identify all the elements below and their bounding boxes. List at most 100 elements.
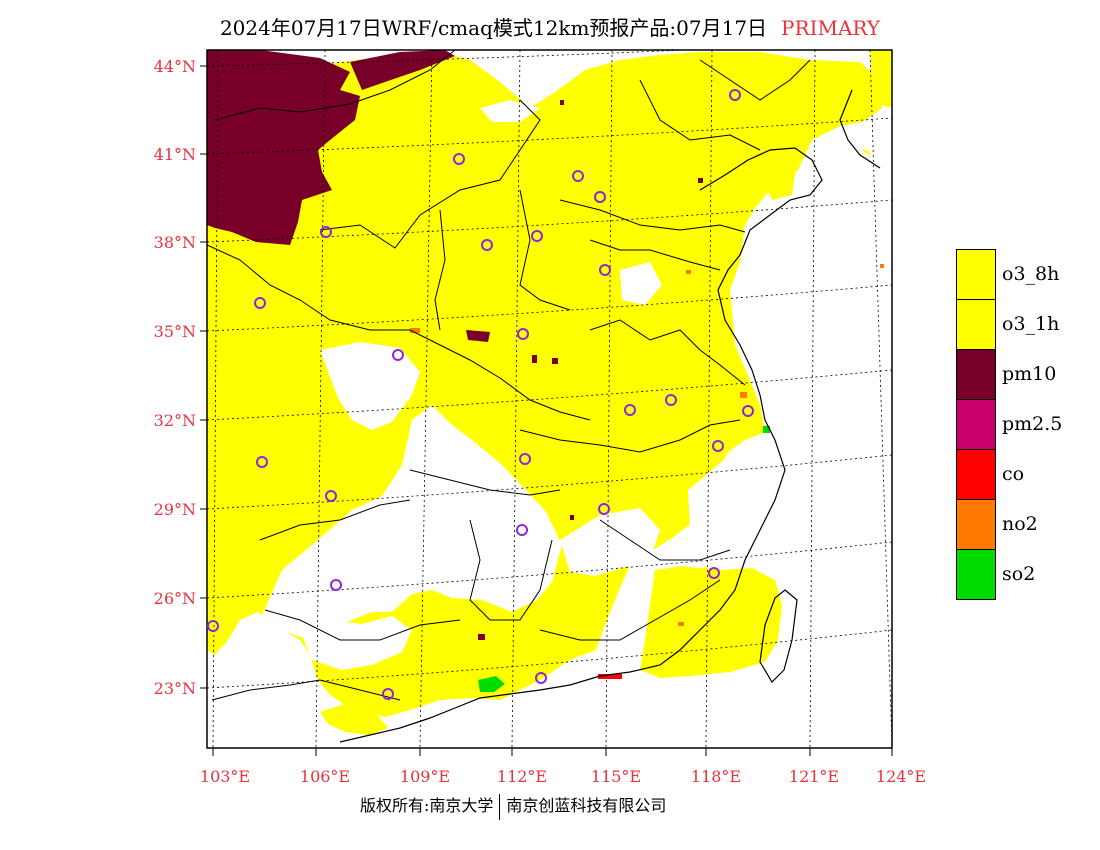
o3-region-shandong-east bbox=[760, 168, 796, 200]
station-markers bbox=[207, 89, 754, 700]
primary-tag: PRIMARY bbox=[781, 16, 881, 40]
map-title: 2024年07月17日WRF/cmaq模式12km预报产品:07月17日 PRIM… bbox=[0, 12, 1100, 41]
title-text: 2024年07月17日WRF/cmaq模式12km预报产品:07月17日 bbox=[219, 16, 768, 40]
no2-spot-5 bbox=[880, 264, 884, 268]
lat-label-44: 44°N bbox=[154, 57, 196, 76]
legend-item-no2: no2 bbox=[956, 499, 1100, 550]
map-area bbox=[207, 50, 892, 748]
legend-label: pm2.5 bbox=[1002, 413, 1063, 435]
legend-item-o3-1h: o3_1h bbox=[956, 299, 1100, 350]
legend-item-pm10: pm10 bbox=[956, 349, 1100, 400]
footer-divider bbox=[499, 793, 501, 820]
lat-label-35: 35°N bbox=[154, 322, 196, 341]
longitude-labels: 103°E 106°E 109°E 112°E 115°E 118°E 121°… bbox=[200, 767, 926, 786]
station-marker bbox=[535, 672, 547, 684]
lon-label-115: 115°E bbox=[591, 767, 641, 786]
copyright-company: 南京创蓝科技有限公司 bbox=[506, 796, 667, 815]
pm10-spot-4 bbox=[560, 100, 564, 105]
legend-item-pm25: pm2.5 bbox=[956, 399, 1100, 450]
station-marker bbox=[572, 170, 584, 182]
station-marker bbox=[712, 440, 724, 452]
legend-label: no2 bbox=[1002, 513, 1038, 535]
lat-label-38: 38°N bbox=[154, 233, 196, 252]
latitude-labels: 44°N 41°N 38°N 35°N 32°N 29°N 26°N 23°N bbox=[154, 57, 196, 698]
co-spot-guangdong bbox=[598, 674, 622, 679]
legend-label: pm10 bbox=[1002, 363, 1057, 385]
station-marker bbox=[519, 453, 531, 465]
pm10-region-northwest bbox=[207, 50, 360, 245]
pm10-spot-5 bbox=[478, 634, 485, 640]
clean-area-sichuan bbox=[320, 342, 420, 430]
station-marker bbox=[598, 503, 610, 515]
legend-label: so2 bbox=[1002, 563, 1036, 585]
legend-item-o3-8h: o3_8h bbox=[956, 249, 1100, 300]
station-marker bbox=[708, 567, 720, 579]
station-marker bbox=[742, 405, 754, 417]
copyright-owner: 版权所有:南京大学 bbox=[360, 796, 494, 815]
lon-label-112: 112°E bbox=[497, 767, 547, 786]
clean-area-huaibei bbox=[620, 262, 662, 305]
coastline bbox=[339, 89, 881, 743]
pm10-spot-7 bbox=[570, 515, 574, 520]
lat-label-32: 32°N bbox=[154, 411, 196, 430]
o3-region-fujian bbox=[640, 565, 782, 678]
station-marker bbox=[517, 328, 529, 340]
lon-label-121: 121°E bbox=[789, 767, 839, 786]
legend-label: co bbox=[1002, 463, 1025, 485]
lat-label-29: 29°N bbox=[154, 500, 196, 519]
station-marker bbox=[330, 579, 342, 591]
so2-spot-shanghai bbox=[763, 426, 770, 433]
lon-label-124: 124°E bbox=[876, 767, 926, 786]
legend-swatch bbox=[956, 499, 996, 550]
lat-label-26: 26°N bbox=[154, 589, 196, 608]
clean-area-zhejiang bbox=[670, 430, 790, 568]
no2-spot-4 bbox=[678, 622, 684, 626]
station-marker bbox=[207, 620, 219, 632]
station-marker bbox=[392, 349, 404, 361]
map-frame bbox=[206, 49, 893, 749]
clean-area-sea-south bbox=[460, 640, 892, 748]
pm10-spot-2 bbox=[552, 358, 558, 364]
station-marker bbox=[254, 297, 266, 309]
pm10-spot-6 bbox=[698, 178, 703, 183]
copyright-footer: 版权所有:南京大学 南京创蓝科技有限公司 bbox=[360, 792, 666, 820]
pollutant-legend: o3_8h o3_1h pm10 pm2.5 co no2 so2 bbox=[956, 249, 1100, 600]
o3-region-hainan-west bbox=[320, 704, 388, 735]
lon-label-118: 118°E bbox=[691, 767, 741, 786]
station-marker bbox=[729, 89, 741, 101]
no2-spot-1 bbox=[410, 328, 420, 333]
o3-region-northeast bbox=[870, 50, 892, 108]
legend-swatch bbox=[956, 349, 996, 400]
legend-label: o3_1h bbox=[1002, 313, 1060, 335]
legend-item-co: co bbox=[956, 449, 1100, 500]
station-marker bbox=[453, 153, 465, 165]
clean-area-guangxi bbox=[302, 616, 412, 670]
station-marker bbox=[382, 688, 394, 700]
legend-swatch bbox=[956, 449, 996, 500]
clean-area-bohai bbox=[740, 130, 892, 445]
no2-spot-2 bbox=[740, 392, 747, 398]
station-marker bbox=[624, 404, 636, 416]
lat-label-41: 41°N bbox=[154, 145, 196, 164]
station-marker bbox=[665, 394, 677, 406]
pm10-spot-1 bbox=[532, 355, 537, 363]
lat-label-23: 23°N bbox=[154, 679, 196, 698]
legend-label: o3_8h bbox=[1002, 263, 1060, 285]
station-marker bbox=[599, 264, 611, 276]
tick-marks bbox=[200, 65, 893, 756]
legend-swatch bbox=[956, 549, 996, 600]
station-marker bbox=[531, 230, 543, 242]
station-marker bbox=[256, 456, 268, 468]
clean-area-jiangxi bbox=[560, 508, 660, 576]
pm10-spot-henan bbox=[466, 330, 490, 342]
lon-label-109: 109°E bbox=[400, 767, 450, 786]
station-marker bbox=[481, 239, 493, 251]
station-marker bbox=[320, 226, 332, 238]
no2-spot-3 bbox=[686, 270, 691, 274]
station-marker bbox=[325, 490, 337, 502]
legend-swatch bbox=[956, 299, 996, 350]
lon-label-106: 106°E bbox=[300, 767, 350, 786]
so2-spot-guangdong bbox=[478, 676, 505, 692]
station-marker bbox=[516, 524, 528, 536]
